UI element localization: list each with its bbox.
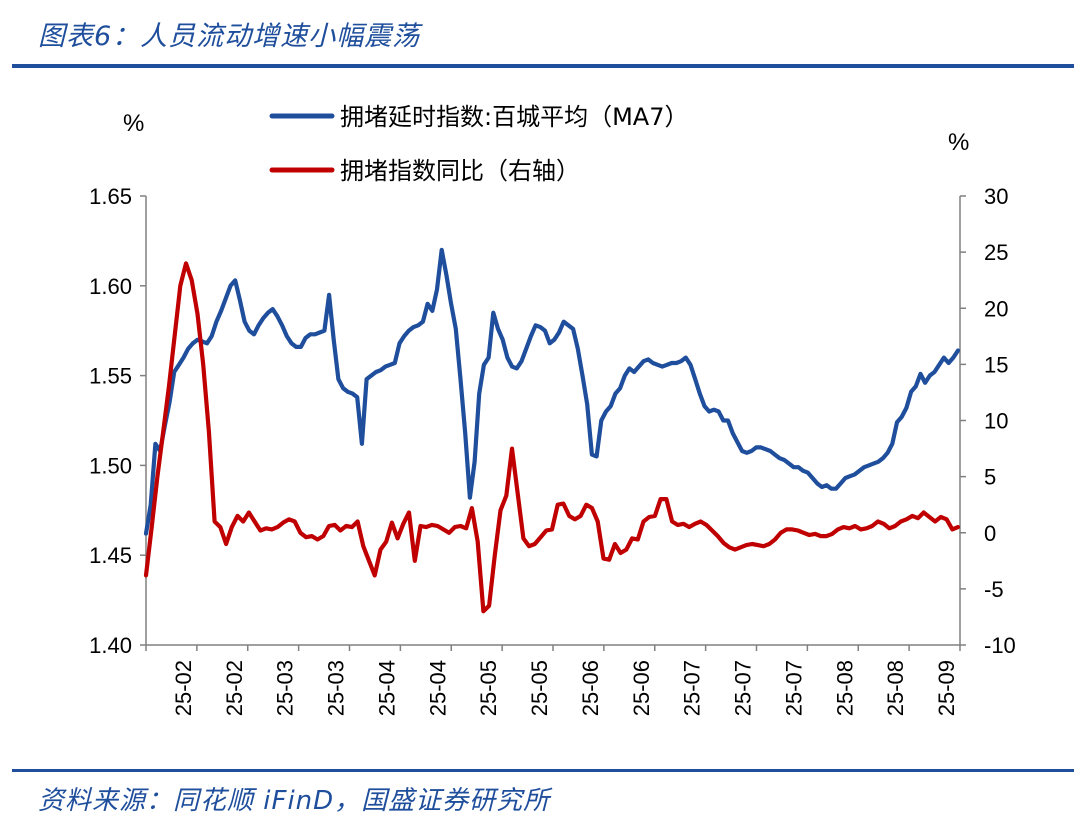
right-tick-label: -10 — [984, 633, 1016, 658]
right-tick-label: 15 — [984, 352, 1008, 377]
right-tick-label: 10 — [984, 409, 1008, 434]
x-tick-label: 25-08 — [883, 660, 908, 716]
x-tick-label: 25-06 — [629, 660, 654, 716]
left-tick-label: 1.40 — [89, 633, 132, 658]
x-tick-label: 25-03 — [273, 660, 298, 716]
title-rule — [12, 64, 1074, 68]
left-tick-label: 1.55 — [89, 364, 132, 389]
x-tick-label: 25-04 — [425, 660, 450, 716]
x-tick-label: 25-02 — [171, 660, 196, 716]
legend-label: 拥堵延时指数:百城平均（MA7） — [340, 103, 688, 131]
left-tick-label: 1.60 — [89, 274, 132, 299]
x-tick-label: 25-07 — [731, 660, 756, 716]
legend-label: 拥堵指数同比（右轴） — [340, 157, 580, 185]
x-tick-label: 25-02 — [222, 660, 247, 716]
source-rule — [12, 769, 1074, 772]
left-tick-label: 1.45 — [89, 543, 132, 568]
legend: 拥堵延时指数:百城平均（MA7） 拥堵指数同比（右轴） — [269, 103, 688, 185]
x-tick-label: 25-06 — [578, 660, 603, 716]
series-line-congestion-delay — [143, 247, 961, 536]
x-tick-label: 25-07 — [680, 660, 705, 716]
source-note: 资料来源：同花顺 iFinD，国盛证券研究所 — [38, 786, 551, 816]
right-tick-label: 0 — [984, 521, 996, 546]
chart-axes — [145, 196, 961, 646]
x-tick-label: 25-09 — [934, 660, 959, 716]
right-axis-ticks: 30 25 20 15 10 5 0 -5 -10 — [960, 184, 1016, 658]
right-tick-label: 30 — [984, 184, 1008, 209]
left-unit-label: % — [123, 110, 144, 137]
figure-title: 图表6：人员流动增速小幅震荡 — [38, 21, 421, 52]
x-tick-label: 25-03 — [324, 660, 349, 716]
series-lines — [143, 247, 961, 614]
x-tick-label: 25-05 — [527, 660, 552, 716]
series-line-congestion-yoy — [143, 261, 961, 614]
left-tick-label: 1.50 — [89, 453, 132, 478]
left-axis-ticks: 1.65 1.60 1.55 1.50 1.45 1.40 — [89, 184, 146, 658]
right-tick-label: 5 — [984, 465, 996, 490]
x-tick-label: 25-05 — [476, 660, 501, 716]
right-tick-label: 25 — [984, 240, 1008, 265]
right-tick-label: 20 — [984, 296, 1008, 321]
x-tick-label: 25-08 — [832, 660, 857, 716]
right-tick-label: -5 — [984, 577, 1004, 602]
x-tick-label: 25-04 — [374, 660, 399, 716]
right-unit-label: % — [948, 129, 969, 156]
x-tick-label: 25-07 — [781, 660, 806, 716]
left-tick-label: 1.65 — [89, 184, 132, 209]
x-axis-ticks: 25-02 25-02 25-03 25-03 25-04 25-04 25-05 25-05… — [145, 645, 961, 716]
